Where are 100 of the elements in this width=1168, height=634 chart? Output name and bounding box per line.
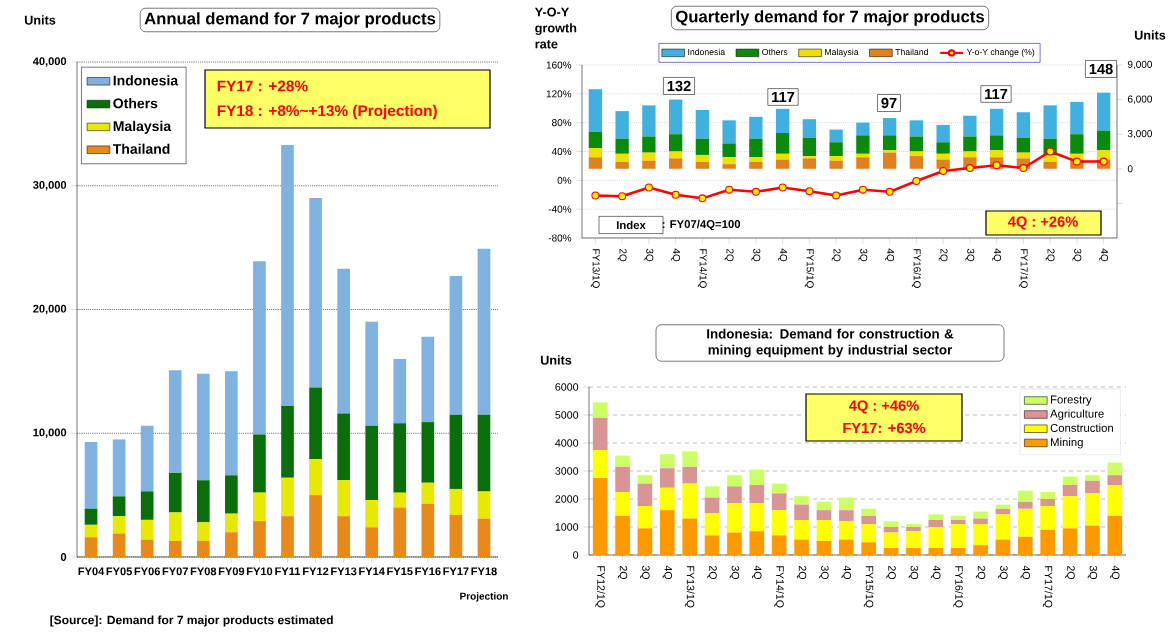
bar (682, 518, 698, 555)
x-tick-label: 2Q (724, 248, 734, 262)
bar (168, 540, 182, 557)
bar (168, 512, 182, 541)
bar (642, 136, 656, 153)
x-tick-label: 4Q (1020, 565, 1031, 580)
x-tick-label: 2Q (796, 565, 807, 580)
bar (882, 135, 897, 151)
point (618, 192, 627, 201)
bar (253, 434, 266, 493)
bar (615, 455, 630, 467)
bar (225, 513, 238, 533)
bar (829, 156, 843, 161)
bar (727, 532, 742, 555)
bar (906, 524, 921, 527)
bar (906, 531, 921, 548)
x-tick-label: FY04 (78, 567, 105, 576)
bar (963, 151, 977, 158)
bar (253, 521, 266, 557)
y-axis-title: Y-O-Y growth rate (534, 7, 577, 49)
bar (771, 493, 787, 511)
annotation: Index (616, 220, 646, 230)
bar (1017, 508, 1033, 537)
bar (682, 483, 698, 519)
bar (856, 153, 870, 158)
x-tick-label: 4Q (992, 248, 1002, 262)
bar (477, 491, 491, 519)
bar (704, 486, 720, 498)
bar (84, 441, 98, 509)
bar (1085, 493, 1100, 526)
bar (615, 491, 630, 516)
y-tick-label: 2000 (555, 495, 579, 503)
x-tick-label: FY14/1Q (697, 249, 707, 288)
bar (393, 507, 407, 557)
bar (637, 528, 653, 555)
x-tick-label: 3Q (644, 248, 654, 262)
bar (168, 472, 182, 513)
bar (1107, 515, 1123, 555)
bar (936, 124, 950, 143)
bar (668, 158, 683, 169)
x-tick-label: FY15/1Q (804, 249, 814, 288)
x-tick-label: 3Q (729, 565, 740, 580)
bar (882, 150, 897, 153)
bar (281, 406, 294, 478)
bar (637, 505, 653, 529)
bar (963, 115, 977, 137)
bar (963, 136, 977, 152)
bar (794, 496, 809, 505)
bar (588, 131, 603, 149)
bar (950, 515, 966, 520)
bar (196, 480, 210, 523)
bar (140, 491, 154, 520)
point (912, 177, 921, 186)
x-tick-label: 2Q (707, 565, 717, 580)
bar (1096, 92, 1111, 131)
bar (861, 524, 877, 543)
y2-tick-label: 3,000 (1127, 130, 1153, 139)
bar (727, 486, 742, 504)
x-tick-label: FY12 (303, 567, 329, 576)
x-tick-label: 3Q (1087, 565, 1098, 580)
bar (936, 153, 950, 160)
bar (659, 454, 675, 469)
bar (695, 161, 710, 169)
bar (989, 135, 1004, 151)
y-tick-label: 0 (60, 553, 67, 561)
x-tick-label: 3Q (908, 565, 919, 580)
y-tick-label: 120% (546, 90, 572, 98)
bar (1096, 130, 1111, 151)
point (591, 191, 600, 200)
bar (989, 150, 1004, 158)
bar (281, 477, 294, 517)
bar (771, 535, 787, 555)
annotation: 4Q : +26% (1007, 216, 1078, 230)
bar (794, 504, 809, 520)
x-tick-label: FY13 (331, 567, 357, 576)
bar (196, 373, 210, 481)
bar (928, 514, 944, 520)
bar (838, 510, 854, 522)
bar (365, 321, 379, 426)
bar (704, 535, 720, 555)
bar (84, 524, 98, 538)
bar (909, 136, 924, 152)
bar (861, 515, 877, 525)
x-tick-label: FY15/1Q (863, 566, 874, 608)
bar (1043, 154, 1057, 162)
annotation: : FY07/4Q=100 (662, 219, 741, 231)
bar (722, 164, 736, 169)
legend-label: Others (113, 98, 158, 109)
annotation: 117 (985, 88, 1008, 100)
x-tick-label: FY15 (387, 567, 413, 576)
point (965, 164, 974, 173)
bar (393, 492, 407, 508)
bar (995, 504, 1011, 509)
x-tick-label: FY08 (190, 567, 217, 576)
x-tick-label: 2Q (617, 565, 628, 580)
bar (883, 532, 899, 548)
bar (749, 531, 765, 555)
y-tick-label: 0 (573, 551, 579, 559)
x-tick-label: 3Q (1072, 248, 1082, 262)
bar (309, 459, 322, 496)
